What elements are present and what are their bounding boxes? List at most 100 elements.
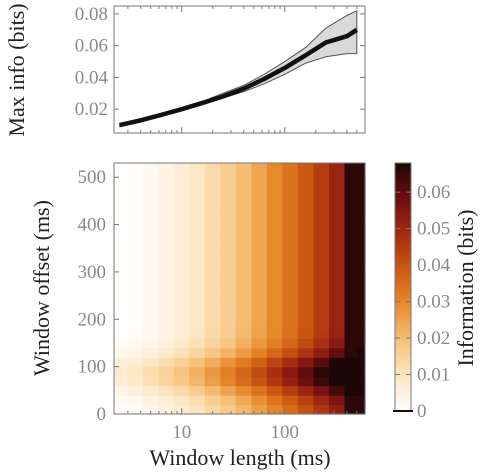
heatmap-cell <box>329 234 346 245</box>
heatmap-cell <box>220 281 237 292</box>
heatmap-cell <box>173 309 190 320</box>
heatmap-cell <box>173 234 190 245</box>
heatmap-cell <box>173 163 190 169</box>
heatmap-cell <box>329 395 346 406</box>
heatmap-cell <box>266 385 283 396</box>
heatmap-cell <box>158 319 175 330</box>
heatmap-cell <box>313 395 330 406</box>
heatmap-cell <box>142 271 159 282</box>
heatmap-cell <box>142 290 159 301</box>
heatmap-cell <box>266 262 283 273</box>
heatmap-cell <box>297 281 315 292</box>
heatmap-cell <box>282 404 299 415</box>
heatmap-cell <box>329 300 346 311</box>
heatmap-cell <box>297 224 315 235</box>
heatmap-cell <box>189 224 206 235</box>
heatmap-cell <box>114 357 128 368</box>
heatmap-cell <box>344 357 358 368</box>
heatmap-cell <box>204 366 221 377</box>
heatmap-cell <box>173 319 190 330</box>
colorbar-tick-label: 0.04 <box>417 255 451 276</box>
heatmap-cell <box>297 215 315 226</box>
top-y-axis-title: Max info (bits) <box>4 3 29 136</box>
heatmap-cell <box>313 262 330 273</box>
heatmap-cell <box>266 177 283 188</box>
heatmap-cell <box>313 319 330 330</box>
heatmap-cell <box>173 205 190 216</box>
heatmap-cell <box>357 319 366 330</box>
heatmap-cell <box>282 205 299 216</box>
heatmap-cell <box>251 205 268 216</box>
heatmap-cell <box>297 357 315 368</box>
heatmap-cell <box>282 253 299 264</box>
heatmap-cell <box>235 281 252 292</box>
bottom-x-axis-title: Window length (ms) <box>149 445 330 470</box>
heatmap-cell <box>235 215 252 226</box>
heatmap-cell <box>329 253 346 264</box>
heatmap-cell <box>251 243 268 254</box>
heatmap-cell <box>114 186 128 197</box>
top-y-tick-label: 0.06 <box>75 36 108 57</box>
heatmap-cell <box>251 347 268 358</box>
heatmap-cell <box>220 234 237 245</box>
heatmap-cell <box>220 186 237 197</box>
heatmap-cell <box>235 262 252 273</box>
heatmap-cell <box>189 404 206 415</box>
heatmap-cell <box>297 404 315 415</box>
heatmap-cell <box>204 163 221 169</box>
heatmap-cell <box>189 243 206 254</box>
heatmap-cell <box>297 196 315 207</box>
heatmap-cell <box>266 243 283 254</box>
heatmap-cell <box>189 338 206 349</box>
heatmap-cell <box>282 196 299 207</box>
heatmap-cell <box>158 366 175 377</box>
heatmap-cell <box>173 300 190 311</box>
heatmap-cell <box>251 262 268 273</box>
heatmap-cell <box>329 205 346 216</box>
heatmap-cell <box>189 262 206 273</box>
heatmap-cell <box>297 205 315 216</box>
heatmap-cell <box>297 300 315 311</box>
heatmap-cell <box>329 309 346 320</box>
heatmap-cell <box>282 177 299 188</box>
heatmap-cell <box>204 262 221 273</box>
heatmap-cell <box>204 328 221 339</box>
heatmap-cell <box>344 376 358 387</box>
bottom-y-tick-label: 500 <box>78 167 107 188</box>
heatmap-cell <box>204 281 221 292</box>
heatmap-cell <box>189 376 206 387</box>
heatmap-cell <box>220 271 237 282</box>
heatmap-cell <box>114 262 128 273</box>
heatmap-cell <box>220 338 237 349</box>
heatmap-cell <box>235 163 252 169</box>
heatmap-cell <box>220 357 237 368</box>
heatmap-cell <box>127 253 144 264</box>
heatmap-cell <box>344 404 358 415</box>
top-y-tick-label: 0.08 <box>75 4 108 25</box>
heatmap-cell <box>114 177 128 188</box>
heatmap-cell <box>357 357 366 368</box>
heatmap-cell <box>189 215 206 226</box>
heatmap-cell <box>357 224 366 235</box>
heatmap-cell <box>142 357 159 368</box>
colorbar-tick-label: 0.06 <box>417 182 450 203</box>
heatmap-cell <box>173 290 190 301</box>
bottom-y-tick-label: 300 <box>78 262 107 283</box>
max-info-line <box>119 27 359 128</box>
bottom-y-tick-label: 200 <box>78 309 107 330</box>
heatmap-cell <box>173 376 190 387</box>
heatmap-cell <box>313 224 330 235</box>
heatmap-cell <box>235 347 252 358</box>
heatmap-cell <box>114 167 128 178</box>
colorbar: 0 0.01 0.02 0.03 0.04 0.05 0.06 Information (b… <box>393 162 478 422</box>
heatmap-cell <box>220 395 237 406</box>
heatmap-cell <box>127 376 144 387</box>
heatmap-cell <box>142 163 159 169</box>
heatmap-cell <box>235 395 252 406</box>
heatmap-cell <box>173 196 190 207</box>
heatmap-cell <box>158 347 175 358</box>
heatmap-cell <box>251 290 268 301</box>
heatmap-cell <box>158 300 175 311</box>
heatmap-cell <box>204 347 221 358</box>
